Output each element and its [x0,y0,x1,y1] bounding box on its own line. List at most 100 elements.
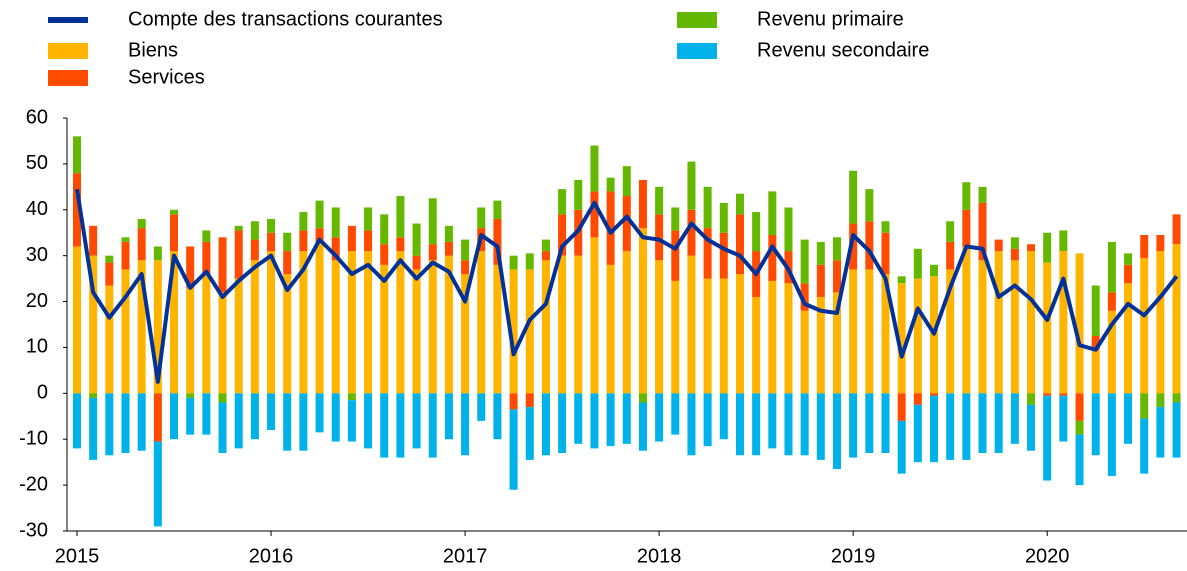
bar [768,191,777,236]
bar [832,292,841,394]
bar [412,393,421,449]
legend-label: Revenu primaire [757,8,904,30]
bar [331,260,340,394]
y-tick-label: 10 [26,336,48,358]
bar [396,196,405,238]
bar [703,228,712,279]
bar [299,230,308,252]
bar [396,251,405,394]
bar [606,264,615,394]
bar [655,260,664,394]
bar [816,264,825,297]
bar [832,393,841,470]
bar [1059,395,1068,442]
bar [1124,393,1133,444]
bar [671,280,680,394]
bar [153,393,162,442]
bar [784,393,793,456]
bar [1059,393,1068,396]
bar [687,161,696,210]
bar [1107,241,1116,293]
bar [897,283,906,394]
bar [752,212,761,252]
bar [574,393,583,444]
bar [703,393,712,447]
bar [881,393,890,453]
bar [1075,393,1084,421]
bar [606,393,615,447]
bar [73,393,81,449]
bar [493,218,502,265]
bar [202,241,211,275]
bar [283,393,292,451]
legend-swatch [677,12,717,28]
bar [622,166,631,197]
bar [1091,285,1100,336]
x-tick-label: 2016 [249,545,294,567]
bar [331,237,340,261]
bar [202,393,211,435]
bar [1010,237,1019,249]
bar [558,393,567,453]
bar [638,179,647,229]
bar [1027,244,1036,252]
bar [1010,393,1019,444]
bar [881,232,890,275]
bar [186,397,195,435]
bar [1172,244,1181,394]
bar [930,393,939,396]
bar [946,221,955,242]
bar [412,269,421,394]
bar [186,287,195,394]
bar [541,393,550,456]
bar [913,278,922,394]
bar [622,196,631,252]
bar [558,214,567,256]
bar [849,170,858,224]
bar [186,246,195,288]
x-tick-label: 2019 [831,545,876,567]
bar [283,232,292,252]
bar [364,251,373,394]
bar [461,274,470,394]
bar [930,264,939,277]
bar [493,200,502,219]
bar [428,198,437,245]
bar [946,269,955,394]
bar [347,225,356,252]
bar [218,402,227,453]
bar [186,393,195,398]
bar [315,241,324,394]
bar [1140,235,1149,258]
bar [267,393,276,431]
legend-label: Revenu secondaire [757,39,929,61]
bar [347,400,356,442]
bar [849,393,858,458]
bar [525,269,534,394]
bar [865,189,874,222]
bar [1091,335,1100,350]
bar [962,182,971,210]
bar [267,251,276,394]
bar [881,221,890,233]
legend-swatch [48,70,88,86]
bar [380,264,389,394]
y-tick-label: -30 [19,519,48,541]
bar [121,393,130,453]
y-tick-label: 20 [26,290,48,312]
bar [364,393,373,449]
bar [315,393,324,433]
legend-label: Biens [128,39,178,61]
bar [622,251,631,394]
bar [396,237,405,252]
bar [800,393,809,456]
bar [1075,253,1084,394]
bar [590,393,599,449]
bar [331,393,340,442]
bar [800,310,809,394]
bar [865,221,874,270]
bar [428,260,437,394]
bar [590,191,599,238]
bar [137,260,146,394]
